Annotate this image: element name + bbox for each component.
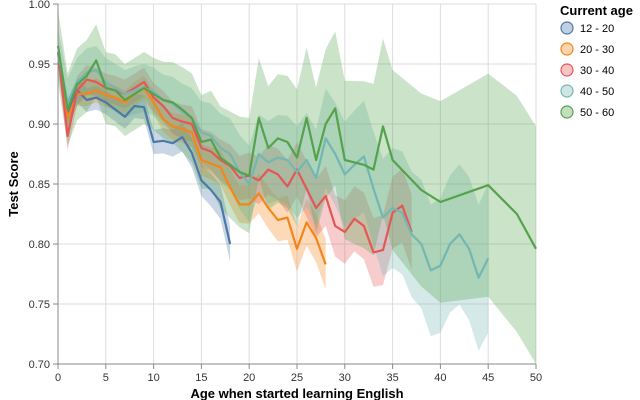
confidence-band-50-60 xyxy=(58,10,536,364)
x-tick-label: 40 xyxy=(434,372,446,384)
y-tick-label: 0.95 xyxy=(29,59,50,71)
legend-label: 40 - 50 xyxy=(580,86,614,98)
y-tick-label: 0.85 xyxy=(29,179,50,191)
x-tick-label: 20 xyxy=(243,372,255,384)
x-tick-label: 45 xyxy=(482,372,494,384)
x-tick-label: 10 xyxy=(147,372,159,384)
series-line-40-50 xyxy=(56,51,490,279)
x-axis-title: Age when started learning English xyxy=(190,386,403,400)
x-tick-label: 35 xyxy=(386,372,398,384)
legend-label: 30 - 40 xyxy=(580,65,614,77)
x-axis-ticks: 0 5 10 15 20 25 30 35 40 45 50 xyxy=(55,364,542,384)
legend-symbol xyxy=(560,63,574,77)
legend-label: 20 - 30 xyxy=(580,44,614,56)
series-line-20-30 xyxy=(56,51,327,265)
series-line-12-20 xyxy=(56,51,232,245)
confidence-band-12-20 xyxy=(58,40,231,262)
y-axis-title: Test Score xyxy=(6,151,21,217)
x-tick-label: 0 xyxy=(55,372,61,384)
x-tick-label: 15 xyxy=(195,372,207,384)
y-tick-label: 0.80 xyxy=(29,239,50,251)
legend-label: 50 - 60 xyxy=(580,107,614,119)
x-tick-label: 5 xyxy=(103,372,109,384)
y-tick-label: 0.70 xyxy=(29,359,50,371)
legend-symbol xyxy=(560,21,574,35)
legend-symbol xyxy=(560,105,574,119)
legend-symbol xyxy=(560,84,574,98)
legend-label: 12 - 20 xyxy=(580,23,614,35)
x-tick-label: 30 xyxy=(339,372,351,384)
y-axis-ticks: 0.70 0.75 0.80 0.85 0.90 0.95 1.00 xyxy=(29,0,58,371)
legend-symbol xyxy=(560,42,574,56)
series-line-50-60 xyxy=(56,45,537,250)
legend-title: Current age xyxy=(560,3,633,18)
legend: Current age 12 - 20 20 - 30 30 - 40 40 - 50… xyxy=(560,3,633,119)
y-tick-label: 0.75 xyxy=(29,299,50,311)
x-tick-label: 25 xyxy=(291,372,303,384)
x-tick-label: 50 xyxy=(530,372,542,384)
y-tick-label: 0.90 xyxy=(29,119,50,131)
series-lines xyxy=(56,45,537,279)
y-tick-label: 1.00 xyxy=(29,0,50,11)
